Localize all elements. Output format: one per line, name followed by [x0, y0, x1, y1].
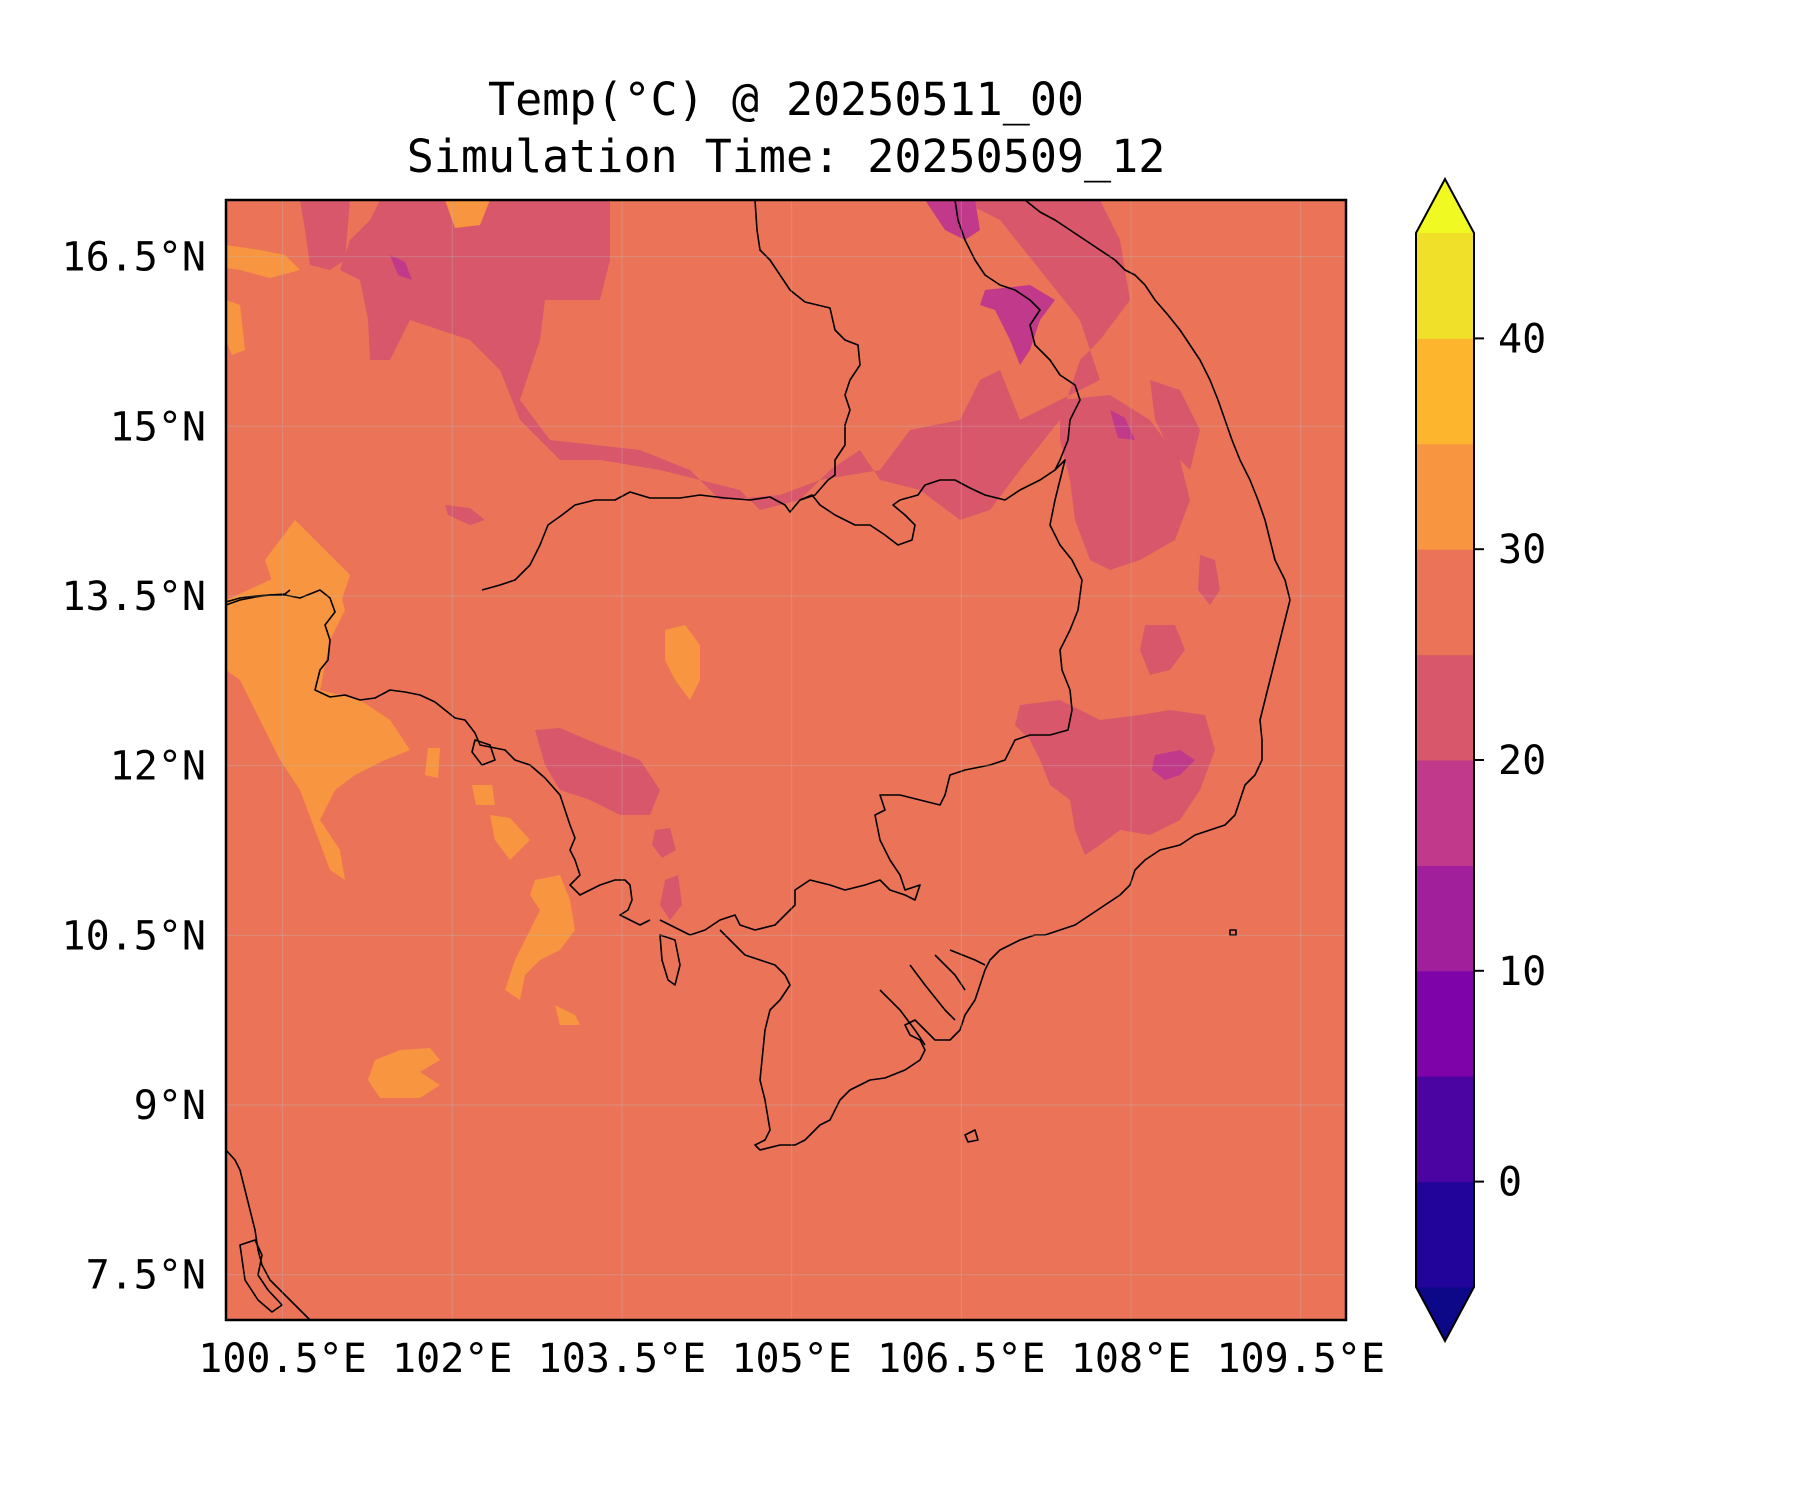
colorbar-outline — [1415, 176, 1475, 1344]
contour-15-20-highland-dot — [1152, 750, 1195, 780]
y-tick-label: 12°N — [110, 744, 206, 790]
colorbar-segment — [1416, 1181, 1474, 1288]
contour-20-25-south-highlands — [1015, 700, 1215, 855]
island-sea — [1229, 929, 1237, 936]
title-line-1: Temp(°C) @ 20250511_00 — [488, 73, 1084, 126]
colorbar-under-arrow — [1416, 1287, 1474, 1341]
contour-30-35-gulf-west — [226, 560, 410, 880]
x-tick-label: 100.5°E — [198, 1336, 367, 1382]
contour-15-20-west-dot — [390, 255, 412, 280]
x-tick-label: 108°E — [1071, 1336, 1191, 1382]
island-koh-kong — [471, 739, 496, 766]
contour-20-25-highlands-east — [1150, 380, 1200, 470]
colorbar-segment — [1416, 865, 1474, 972]
map-frame — [224, 198, 1348, 1322]
map-plot-area — [224, 198, 1348, 1322]
title-line-2: Simulation Time: 20250509_12 — [407, 130, 1166, 183]
contour-30-35-coast-dot — [425, 748, 440, 778]
x-tick-label: 106.5°E — [877, 1336, 1046, 1382]
contour-30-35-gulf-island — [490, 815, 530, 860]
contour-20-25-khorat-plateau — [340, 200, 1130, 520]
contour-15-20-east-dot — [1110, 410, 1135, 440]
gridlines — [226, 200, 1346, 1320]
contour-30-35-cambodia-center — [665, 625, 700, 700]
contour-30-35-north-top — [445, 200, 490, 228]
colorbar-segment — [1416, 338, 1474, 445]
y-tick-label: 10.5°N — [62, 913, 207, 959]
contour-20-25-cardamom-south — [652, 828, 676, 858]
thailand-east-coast — [226, 589, 651, 926]
contour-30-35-north-lobe — [265, 520, 350, 605]
y-tick-label: 13.5°N — [62, 574, 207, 620]
colorbar-tick-label: 30 — [1498, 527, 1546, 573]
contour-30-35-nw-corner — [226, 245, 300, 278]
colorbar: 0 10 20 30 40 — [1415, 176, 1546, 1344]
colorbar-segment — [1416, 760, 1474, 866]
contour-15-20-annamite — [980, 285, 1055, 365]
mekong-mouth-1 — [879, 989, 926, 1046]
y-axis-ticks: 16.5°N 15°N 13.5°N 12°N 10.5°N 9°N 7.5°N — [62, 235, 207, 1299]
colorbar-segment — [1416, 970, 1474, 1077]
x-axis-ticks: 100.5°E 102°E 103.5°E 105°E 106.5°E 108°E 109.… — [198, 1336, 1385, 1382]
contour-20-25-coast-patch — [660, 875, 682, 920]
colorbar-segment — [1416, 549, 1474, 656]
mekong-delta-coast — [719, 200, 1291, 1151]
cambodia-border — [481, 459, 1083, 936]
contour-20-25-small-east — [1198, 555, 1220, 605]
laos-thailand-border — [754, 200, 861, 501]
contour-30-35-small-south — [555, 1005, 580, 1025]
island-sw — [239, 1239, 283, 1313]
contour-30-35-coast-island — [472, 785, 495, 805]
laos-vietnam-border — [954, 200, 1081, 471]
contour-20-25-west-patch — [445, 505, 485, 525]
contour-30-35-west-edge — [226, 300, 245, 355]
y-tick-label: 16.5°N — [62, 235, 207, 281]
x-tick-label: 105°E — [731, 1336, 851, 1382]
malay-peninsula-coast — [226, 1149, 311, 1320]
island-con-dao — [964, 1129, 979, 1143]
mekong-mouth-4 — [949, 949, 986, 966]
contour-20-25-north-strip — [300, 200, 350, 270]
contour-20-25-central-highlands — [1060, 395, 1190, 570]
x-tick-label: 109.5°E — [1216, 1336, 1385, 1382]
temperature-contours — [226, 200, 1220, 1098]
contour-15-20-north — [925, 200, 980, 240]
colorbar-tick-label: 40 — [1498, 316, 1546, 362]
colorbar-tick-label: 0 — [1498, 1160, 1522, 1206]
coastlines-and-borders — [226, 200, 1291, 1320]
mekong-mouth-3 — [934, 954, 966, 991]
colorbar-segment — [1416, 654, 1474, 761]
island-phu-quoc — [659, 934, 681, 986]
colorbar-segment — [1416, 1076, 1474, 1183]
mekong-mouth-2 — [909, 964, 956, 1021]
x-tick-label: 102°E — [392, 1336, 512, 1382]
colorbar-segment — [1416, 233, 1474, 339]
contour-30-35-gulf-south — [368, 1048, 440, 1098]
colorbar-tick-label: 20 — [1498, 738, 1546, 784]
colorbar-over-arrow — [1416, 179, 1474, 233]
y-tick-label: 7.5°N — [86, 1253, 206, 1299]
colorbar-tick-label: 10 — [1498, 949, 1546, 995]
west-border — [226, 589, 291, 603]
contour-20-25-cardamom — [535, 728, 660, 815]
contour-20-25-dak-lak — [1140, 625, 1185, 675]
y-tick-label: 9°N — [134, 1083, 206, 1129]
colorbar-segment — [1416, 443, 1474, 550]
y-tick-label: 15°N — [110, 404, 206, 450]
contour-30-35-gulf-mid — [505, 875, 575, 1000]
x-tick-label: 103.5°E — [538, 1336, 707, 1382]
